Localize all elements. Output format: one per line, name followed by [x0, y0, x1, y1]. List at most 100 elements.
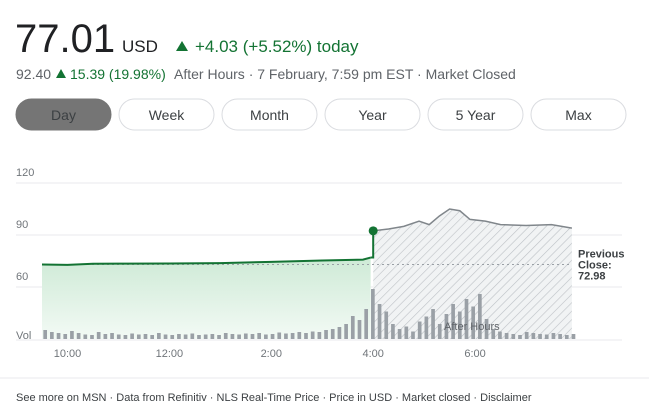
area [42, 257, 371, 339]
volume-bar [344, 324, 348, 339]
day-change: +4.03 (+5.52%) today [195, 37, 359, 56]
volume-bar [170, 335, 175, 339]
volume-bar [163, 334, 168, 339]
volume-bar [56, 333, 61, 339]
price-line [373, 208, 573, 232]
tab[interactable] [118, 98, 215, 131]
volume-bar [217, 335, 221, 339]
volume-bar [364, 309, 369, 339]
volume-bar [478, 294, 482, 339]
volume-bar [444, 314, 449, 339]
tab-bar: Day Week Month Year 5 Year Max [15, 98, 627, 131]
volume-bar [197, 335, 201, 339]
volume-bar [310, 331, 315, 339]
x-tick-label: 2:00 [261, 348, 282, 360]
x-tick-label: 12:00 [156, 348, 184, 360]
volume-bar [498, 331, 502, 339]
tab-label[interactable]: Week [149, 107, 186, 123]
tab[interactable] [221, 98, 318, 131]
volume-bar [237, 334, 241, 339]
volume-bar [317, 332, 322, 339]
volume-bar [538, 334, 542, 339]
volume-bar [190, 333, 195, 339]
volume-bar [504, 333, 509, 339]
volume-bar [277, 332, 282, 339]
volume-bar [63, 334, 68, 339]
annotation: After Hours [444, 321, 500, 333]
volume-bar [183, 334, 188, 339]
x-tick-label: 4:00 [362, 348, 383, 360]
volume-bar [50, 332, 54, 339]
volume-bar [136, 334, 141, 339]
volume-bar [270, 334, 275, 339]
volume-bar [103, 334, 108, 339]
tab-label[interactable]: Day [51, 107, 76, 123]
volume-bar [210, 334, 215, 339]
volume-bar [491, 329, 496, 339]
volume-bar [564, 335, 569, 339]
volume-bar [330, 329, 335, 339]
volume-bar [484, 319, 489, 339]
footer: See more on MSN · Data from Refinitiv · … [16, 392, 532, 404]
up-arrow [176, 41, 188, 51]
after-info: After Hours · 7 February, 7:59 pm EST · … [174, 66, 516, 82]
volume-bar [290, 333, 295, 339]
volume-bar [83, 334, 88, 339]
up-arrow [56, 69, 66, 78]
volume-bar [76, 333, 81, 339]
volume-bar [518, 335, 522, 339]
volume-bar [371, 289, 375, 339]
previous-close-label: Close: [578, 260, 612, 272]
tab[interactable] [530, 98, 627, 131]
volume-bar [43, 330, 48, 339]
volume-bar [431, 309, 435, 339]
volume-bar [110, 333, 114, 339]
x-tick-label: 10:00 [54, 348, 82, 360]
price-line [41, 256, 371, 266]
volume-bar [337, 327, 342, 339]
volume-bar [544, 334, 549, 339]
volume-bar [304, 333, 308, 339]
tab[interactable] [324, 98, 421, 131]
tab[interactable] [15, 98, 112, 131]
volume-bar [571, 334, 576, 339]
volume-bar [203, 334, 208, 339]
volume-bar [464, 299, 469, 339]
tab-label[interactable]: Max [565, 107, 591, 123]
volume-bar [417, 321, 422, 339]
volume-bar [451, 304, 455, 339]
volume-bar [257, 333, 262, 339]
volume-bar [397, 329, 402, 339]
volume-bar [350, 316, 355, 339]
after-change: 15.39 (19.98%) [70, 66, 166, 82]
volume-bar [70, 331, 74, 339]
session-jump [370, 230, 375, 259]
volume-bar [411, 331, 415, 339]
tab-label[interactable]: 5 Year [456, 107, 496, 123]
volume-bar [357, 320, 362, 339]
volume-bar [123, 335, 128, 339]
volume-bar [324, 330, 328, 339]
volume-bar [551, 333, 556, 339]
volume-bar [116, 334, 121, 339]
volume-bar [264, 334, 268, 339]
tab-label[interactable]: Month [250, 107, 289, 123]
volume-bar [471, 306, 476, 339]
tab[interactable] [427, 98, 524, 131]
volume-bar [531, 333, 536, 339]
after-price: 92.40 [16, 66, 51, 82]
x-tick-label: 6:00 [464, 348, 485, 360]
previous-close-value: 72.98 [578, 271, 606, 283]
y-tick-label: 90 [16, 219, 28, 231]
volume-label: Vol [16, 330, 31, 342]
volume-bar [230, 334, 235, 339]
volume-bar [150, 335, 155, 339]
price: 77.01 [15, 17, 115, 61]
tab-label[interactable]: Year [358, 107, 387, 123]
volume-bar [437, 324, 442, 339]
volume-bar [96, 332, 101, 339]
volume-bar [297, 332, 302, 339]
y-tick-label: 120 [16, 167, 34, 179]
volume-bar [524, 332, 529, 339]
